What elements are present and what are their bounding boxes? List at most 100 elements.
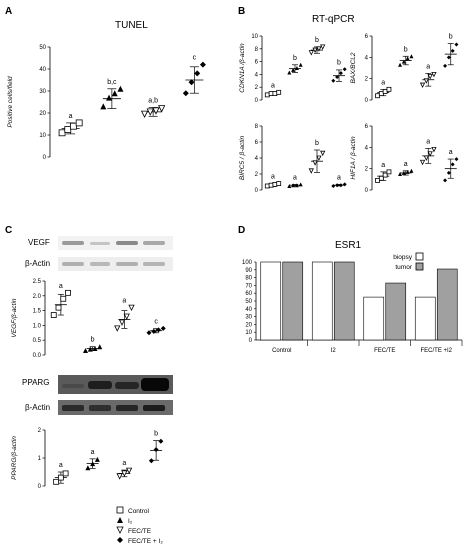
data-point-birc5 [294, 183, 299, 188]
y-axis-label-birc5: BIRC5 / β-actin [239, 136, 246, 181]
sig-letter-baxbcl2: b [449, 33, 453, 40]
x-tick-label-esr1: FEC/TE [374, 348, 395, 354]
data-point-vegf [160, 325, 166, 331]
legend-marker-fecte [116, 526, 124, 534]
bar-tumor [385, 282, 407, 341]
y-tick-label-pparg: 1 [38, 456, 42, 462]
data-point-cdkn1a [308, 50, 314, 56]
sig-letter-tunel: c [193, 55, 197, 62]
vegf-gel-strip [58, 236, 173, 250]
y-tick-label-tunel: 10 [39, 133, 46, 139]
y-tick-label-birc5: 2 [255, 172, 259, 178]
data-point-birc5 [316, 155, 322, 161]
x-tick-label-esr1: FEC/TE +I2 [420, 348, 452, 354]
data-point-birc5 [335, 183, 340, 188]
data-point-hif1a [423, 155, 429, 161]
y-tick-label-birc5: 8 [255, 124, 259, 130]
data-point-pparg [94, 456, 100, 462]
data-point-birc5 [272, 181, 278, 187]
sig-letter-vegf: c [154, 318, 158, 325]
legend-label-biopsy: biopsy [393, 254, 413, 261]
legend-marker-fecte-i2 [117, 537, 123, 543]
y-tick-label-esr1: 30 [245, 315, 252, 321]
legend-label-tumor: tumor [395, 264, 412, 271]
y-tick-label-esr1: 70 [245, 283, 252, 289]
y-tick-label-baxbcl2: 2 [365, 77, 369, 83]
y-tick-label-vegf: 1.0 [33, 323, 42, 329]
y-tick-label-esr1: 20 [245, 322, 252, 328]
data-point-tunel [199, 61, 206, 68]
y-axis-label-pparg: PPARG/β-actin [11, 436, 18, 480]
pparg-band [115, 382, 139, 389]
data-point-pparg [53, 478, 60, 485]
data-point-hif1a [431, 147, 437, 153]
data-point-tunel [194, 70, 201, 77]
sig-letter-hif1a: a [381, 162, 385, 169]
y-tick-label-tunel: 0 [43, 155, 47, 161]
data-point-vegf [87, 346, 93, 352]
data-point-vegf [50, 312, 57, 318]
data-point-baxbcl2 [419, 82, 426, 88]
y-axis-label-hif1a: HIF1A / β-actin [350, 136, 357, 180]
data-point-tunel [70, 122, 77, 130]
data-point-pparg [57, 474, 64, 481]
y-tick-label-hif1a: 6 [365, 124, 369, 130]
data-point-pparg [158, 438, 164, 444]
data-point-hif1a [450, 162, 455, 167]
data-point-hif1a [427, 151, 433, 157]
data-point-tunel [58, 129, 66, 137]
y-tick-label-hif1a: 0 [365, 188, 369, 194]
bar-tumor [333, 261, 355, 341]
sig-letter-tunel: a,b [148, 98, 158, 105]
data-point-baxbcl2 [382, 89, 388, 94]
data-point-birc5 [331, 184, 336, 188]
data-point-baxbcl2 [401, 59, 406, 64]
y-tick-label-vegf: 2.5 [33, 279, 42, 285]
y-tick-label-cdkn1a: 10 [251, 34, 258, 40]
sig-letter-pparg: a [122, 460, 126, 467]
data-point-hif1a [405, 169, 410, 174]
data-point-birc5 [276, 181, 282, 187]
data-point-hif1a [446, 170, 451, 175]
data-point-tunel [146, 108, 154, 116]
data-point-cdkn1a [320, 44, 326, 50]
bactin-band [89, 405, 111, 411]
data-point-cdkn1a [294, 66, 299, 70]
data-point-tunel [106, 94, 113, 101]
vegf-band [90, 242, 110, 245]
data-point-baxbcl2 [454, 42, 459, 47]
sig-letter-cdkn1a: a [271, 82, 275, 89]
y-tick-label-baxbcl2: 4 [365, 55, 369, 61]
bactin-band [90, 262, 110, 266]
sig-letter-pparg: b [154, 431, 158, 438]
y-tick-label-pparg: 2 [38, 428, 42, 434]
bactin-band [62, 262, 84, 266]
y-tick-label-esr1: 80 [245, 276, 252, 282]
data-point-cdkn1a [335, 74, 340, 79]
legend-marker-i2 [117, 517, 123, 523]
legend-swatch-tumor [415, 262, 424, 271]
data-point-birc5 [312, 160, 318, 166]
bactin-gel-strip-2 [58, 400, 173, 415]
data-point-baxbcl2 [405, 56, 410, 61]
bactin-band [116, 405, 138, 411]
bactin-band [143, 405, 165, 411]
y-tick-label-birc5: 4 [255, 156, 259, 162]
sig-letter-pparg: a [91, 449, 95, 456]
y-tick-label-cdkn1a: 6 [255, 60, 259, 66]
bar-biopsy [414, 296, 436, 341]
sig-letter-vegf: a [122, 298, 126, 305]
sig-letter-birc5: b [315, 140, 319, 147]
sig-letter-vegf: a [59, 283, 63, 290]
data-point-vegf [156, 327, 161, 333]
vegf-band [143, 241, 165, 245]
bar-biopsy [260, 261, 282, 341]
sig-letter-tunel: b,c [107, 79, 117, 86]
pparg-gel-label: PPARG [22, 378, 49, 387]
data-point-tunel [64, 126, 72, 133]
bar-biopsy [311, 261, 333, 341]
pparg-band [62, 384, 84, 388]
data-point-cdkn1a [276, 89, 282, 95]
y-tick-label-cdkn1a: 0 [255, 98, 259, 104]
